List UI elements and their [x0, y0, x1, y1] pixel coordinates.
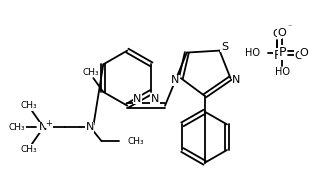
Text: N: N: [171, 75, 179, 85]
Text: CH₃: CH₃: [127, 137, 144, 146]
Text: N: N: [39, 122, 47, 132]
Text: N: N: [133, 94, 142, 104]
Text: O: O: [294, 51, 303, 61]
Text: P: P: [278, 46, 286, 59]
Text: CH₃: CH₃: [9, 123, 26, 132]
Text: O: O: [299, 48, 308, 58]
Text: O: O: [273, 29, 281, 39]
Text: N: N: [232, 75, 241, 85]
Text: HO: HO: [245, 48, 260, 58]
Text: CH₃: CH₃: [82, 68, 99, 77]
Text: CH₃: CH₃: [21, 101, 38, 110]
Text: O: O: [278, 28, 286, 38]
Text: CH₃: CH₃: [21, 144, 38, 153]
Text: +: +: [46, 119, 52, 128]
Text: ⁻: ⁻: [288, 23, 292, 32]
Text: ⁻: ⁻: [304, 49, 308, 55]
Text: N: N: [151, 94, 159, 104]
Text: ⁻: ⁻: [282, 25, 286, 34]
Text: P: P: [273, 49, 281, 62]
Text: N: N: [86, 122, 94, 132]
Text: S: S: [221, 42, 228, 52]
Text: HO: HO: [274, 67, 289, 77]
